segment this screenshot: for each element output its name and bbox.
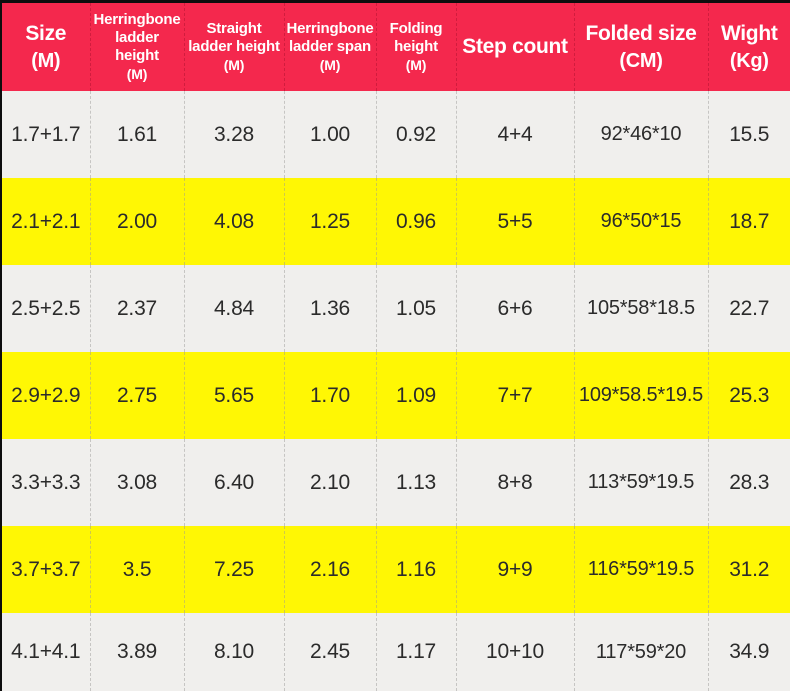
table-header-row: Size (M) Herringbone ladder height (M) S… (2, 3, 790, 91)
cell-step-count: 9+9 (456, 526, 575, 613)
column-header-label: Folding height (389, 19, 443, 55)
column-header-folded-size: Folded size (CM) (574, 3, 709, 91)
cell-folded-size: 113*59*19.5 (574, 439, 709, 526)
cell-folded-size: 92*46*10 (574, 91, 709, 178)
cell-ladder-span: 1.25 (284, 178, 377, 265)
column-header-label: Straight ladder height (188, 19, 280, 55)
cell-step-count: 8+8 (456, 439, 575, 526)
cell-folded-size: 96*50*15 (574, 178, 709, 265)
column-header-unit: (CM) (619, 49, 663, 72)
cell-weight: 15.5 (708, 91, 790, 178)
table-row: 2.9+2.9 2.75 5.65 1.70 1.09 7+7 109*58.5… (2, 352, 790, 439)
cell-folded-size: 105*58*18.5 (574, 265, 709, 352)
cell-size: 4.1+4.1 (2, 613, 91, 691)
cell-step-count: 7+7 (456, 352, 575, 439)
cell-herringbone-height: 2.75 (90, 352, 185, 439)
cell-ladder-span: 1.70 (284, 352, 377, 439)
table-row: 3.3+3.3 3.08 6.40 2.10 1.13 8+8 113*59*1… (2, 439, 790, 526)
column-header-label: Folded size (585, 22, 697, 45)
cell-size: 1.7+1.7 (2, 91, 91, 178)
cell-straight-height: 8.10 (184, 613, 285, 691)
cell-folded-size: 117*59*20 (574, 613, 709, 691)
table-row: 2.5+2.5 2.37 4.84 1.36 1.05 6+6 105*58*1… (2, 265, 790, 352)
cell-ladder-span: 2.45 (284, 613, 377, 691)
cell-straight-height: 6.40 (184, 439, 285, 526)
column-header-unit: (Kg) (729, 49, 769, 72)
cell-herringbone-height: 3.89 (90, 613, 185, 691)
cell-weight: 22.7 (708, 265, 790, 352)
cell-ladder-span: 2.10 (284, 439, 377, 526)
cell-herringbone-height: 2.37 (90, 265, 185, 352)
cell-ladder-span: 1.36 (284, 265, 377, 352)
cell-weight: 28.3 (708, 439, 790, 526)
specification-table: Size (M) Herringbone ladder height (M) S… (2, 3, 790, 691)
cell-weight: 34.9 (708, 613, 790, 691)
column-header-straight-height: Straight ladder height (M) (184, 3, 285, 91)
cell-size: 2.9+2.9 (2, 352, 91, 439)
table-row: 1.7+1.7 1.61 3.28 1.00 0.92 4+4 92*46*10… (2, 91, 790, 178)
cell-size: 2.1+2.1 (2, 178, 91, 265)
cell-folded-size: 109*58.5*19.5 (574, 352, 709, 439)
table-row: 2.1+2.1 2.00 4.08 1.25 0.96 5+5 96*50*15… (2, 178, 790, 265)
table-row: 4.1+4.1 3.89 8.10 2.45 1.17 10+10 117*59… (2, 613, 790, 691)
cell-step-count: 10+10 (456, 613, 575, 691)
cell-folding-height: 1.13 (376, 439, 457, 526)
column-header-label: Herringbone ladder span (286, 19, 374, 55)
cell-ladder-span: 1.00 (284, 91, 377, 178)
cell-folding-height: 0.92 (376, 91, 457, 178)
cell-straight-height: 4.84 (184, 265, 285, 352)
column-header-herringbone-height: Herringbone ladder height (M) (90, 3, 185, 91)
column-header-ladder-span: Herringbone ladder span (M) (284, 3, 377, 91)
cell-herringbone-height: 1.61 (90, 91, 185, 178)
cell-herringbone-height: 3.08 (90, 439, 185, 526)
cell-size: 2.5+2.5 (2, 265, 91, 352)
cell-step-count: 5+5 (456, 178, 575, 265)
cell-weight: 18.7 (708, 178, 790, 265)
column-header-label: Wight (720, 22, 778, 45)
cell-folding-height: 1.05 (376, 265, 457, 352)
cell-step-count: 4+4 (456, 91, 575, 178)
cell-weight: 31.2 (708, 526, 790, 613)
table-row: 3.7+3.7 3.5 7.25 2.16 1.16 9+9 116*59*19… (2, 526, 790, 613)
column-header-unit: (M) (223, 57, 245, 74)
cell-straight-height: 3.28 (184, 91, 285, 178)
column-header-unit: (M) (319, 57, 341, 74)
cell-folded-size: 116*59*19.5 (574, 526, 709, 613)
cell-herringbone-height: 3.5 (90, 526, 185, 613)
column-header-unit: (M) (31, 49, 61, 72)
cell-folding-height: 1.17 (376, 613, 457, 691)
cell-size: 3.3+3.3 (2, 439, 91, 526)
column-header-weight: Wight (Kg) (708, 3, 790, 91)
column-header-unit: (M) (405, 57, 427, 74)
cell-straight-height: 7.25 (184, 526, 285, 613)
cell-folding-height: 0.96 (376, 178, 457, 265)
cell-folding-height: 1.16 (376, 526, 457, 613)
cell-weight: 25.3 (708, 352, 790, 439)
cell-straight-height: 4.08 (184, 178, 285, 265)
cell-herringbone-height: 2.00 (90, 178, 185, 265)
column-header-step-count: Step count (456, 3, 575, 91)
cell-size: 3.7+3.7 (2, 526, 91, 613)
column-header-label: Herringbone ladder height (93, 10, 181, 65)
column-header-unit: (M) (126, 66, 148, 83)
column-header-label: Size (25, 22, 67, 45)
cell-folding-height: 1.09 (376, 352, 457, 439)
cell-ladder-span: 2.16 (284, 526, 377, 613)
column-header-folding-height: Folding height (M) (376, 3, 457, 91)
column-header-size: Size (M) (2, 3, 91, 91)
cell-straight-height: 5.65 (184, 352, 285, 439)
column-header-label: Step count (462, 35, 568, 59)
cell-step-count: 6+6 (456, 265, 575, 352)
